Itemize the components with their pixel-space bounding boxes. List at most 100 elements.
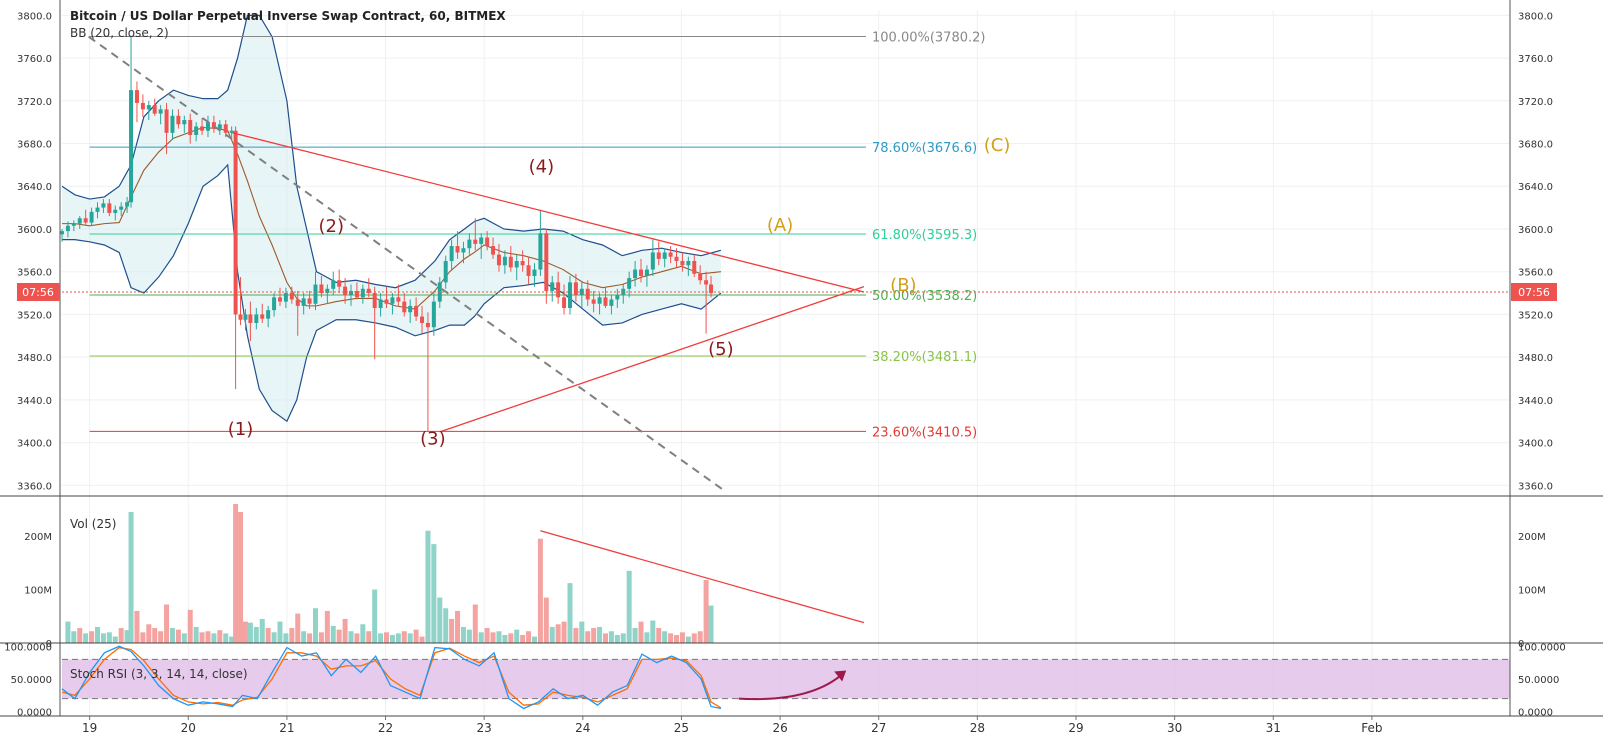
candle-body [260, 314, 265, 319]
chart-title: Bitcoin / US Dollar Perpetual Inverse Sw… [70, 9, 506, 23]
volume-bar [205, 631, 211, 643]
volume-bar [128, 512, 134, 643]
volume-bar [508, 633, 514, 643]
candle-body [301, 298, 306, 306]
volume-bar [175, 629, 181, 643]
stoch-rsi-label: Stoch RSI (3, 3, 14, 14, close) [70, 667, 248, 681]
candle-body [205, 122, 210, 131]
volume-bar [169, 628, 175, 643]
y-tick-label-right: 3560.0 [1518, 268, 1553, 279]
volume-bar [585, 631, 591, 643]
fib-label: 23.60%(3410.5) [872, 425, 977, 440]
candle-body [556, 282, 561, 298]
volume-bar [100, 633, 106, 643]
volume-bar [233, 504, 239, 643]
candle-body [390, 297, 395, 304]
volume-bar [638, 621, 644, 643]
volume-bar [71, 631, 77, 643]
y-tick-label-left: 3560.0 [17, 268, 52, 279]
wave-label: (C) [984, 135, 1011, 156]
candle-body [65, 225, 70, 232]
y-tick-label-left: 3720.0 [17, 97, 52, 108]
volume-tick-right: 100M [1518, 586, 1546, 597]
volume-bar [579, 621, 585, 643]
volume-tick-left: 0 [46, 639, 52, 650]
candle-body [680, 261, 685, 266]
stoch-tick-right: 50.0000 [1518, 675, 1559, 686]
candle-body [562, 297, 567, 309]
candle-body [520, 261, 525, 266]
bollinger-upper [61, 14, 722, 289]
volume-bar [472, 604, 478, 643]
volume-bar [223, 633, 229, 643]
volume-bar [324, 610, 330, 643]
wave-label: (A) [767, 215, 793, 236]
price-badge-right [1511, 282, 1557, 301]
candle-body [60, 231, 64, 235]
volume-bar [106, 632, 112, 643]
volume-bar [685, 636, 691, 643]
wave-label: (B) [890, 275, 916, 296]
volume-bar [520, 634, 526, 643]
volume-bar [277, 621, 283, 643]
candle-body [319, 284, 324, 294]
price-badge-left-text: 07:56 [22, 286, 54, 299]
y-tick-label-right: 3480.0 [1518, 353, 1553, 364]
y-tick-label-left: 3440.0 [17, 396, 52, 407]
candle-body [146, 105, 151, 110]
x-tick-label: 20 [181, 721, 196, 735]
volume-bar [496, 631, 502, 643]
candle-body [473, 239, 478, 244]
volume-bar [460, 626, 466, 643]
candle-body [349, 290, 354, 296]
candle-body [125, 202, 130, 207]
x-tick-label: 24 [575, 721, 590, 735]
volume-bar [164, 604, 170, 643]
volume-bar [271, 632, 277, 643]
stoch-rsi-pane [61, 645, 1510, 710]
candle-body [443, 261, 448, 283]
volume-bar [112, 636, 118, 643]
candle-body [479, 237, 484, 244]
price-badge-left [17, 282, 60, 301]
candle-body [360, 288, 365, 298]
volume-bar [484, 628, 490, 643]
volume-bar [238, 512, 244, 643]
candle-body [217, 124, 222, 129]
candle-body [686, 261, 691, 266]
wave-labels: (1) (2) (3) (4) (5) (A) (B) (C) [228, 135, 1011, 450]
candle-body [266, 310, 271, 319]
volume-bar [561, 621, 567, 643]
candle-body [378, 299, 383, 309]
candle-body [662, 252, 667, 259]
candle-body [603, 297, 608, 306]
candle-body [591, 299, 596, 304]
stoch-tick-left: 100.0000 [4, 642, 52, 653]
triangle-trendline [232, 132, 865, 293]
volume-bar [318, 632, 324, 643]
y-tick-label-right: 3440.0 [1518, 396, 1553, 407]
indicator-label: BB (20, close, 2) [70, 26, 169, 40]
volume-bar [118, 628, 124, 643]
volume-bar [537, 538, 543, 643]
volume-bar [229, 636, 235, 643]
candle-body [313, 284, 318, 304]
x-tick-label: 29 [1068, 721, 1083, 735]
x-tick-label: Feb [1361, 721, 1382, 735]
x-tick-label: 25 [674, 721, 689, 735]
fib-label: 100.00%(3780.2) [872, 30, 985, 45]
y-tick-label-right: 3600.0 [1518, 225, 1553, 236]
volume-bar [656, 628, 662, 643]
y-tick-label-right: 3360.0 [1518, 481, 1553, 492]
candle-body [508, 256, 513, 268]
volume-bar [644, 632, 650, 643]
y-tick-label-left: 3400.0 [17, 439, 52, 450]
fib-label: 50.00%(3538.2) [872, 289, 977, 304]
y-tick-label-right: 3800.0 [1518, 11, 1553, 22]
price-badge-right-text: 07:56 [1518, 286, 1550, 299]
volume-bar [662, 631, 668, 643]
volume-bar [384, 632, 390, 643]
volume-bar [401, 631, 407, 643]
